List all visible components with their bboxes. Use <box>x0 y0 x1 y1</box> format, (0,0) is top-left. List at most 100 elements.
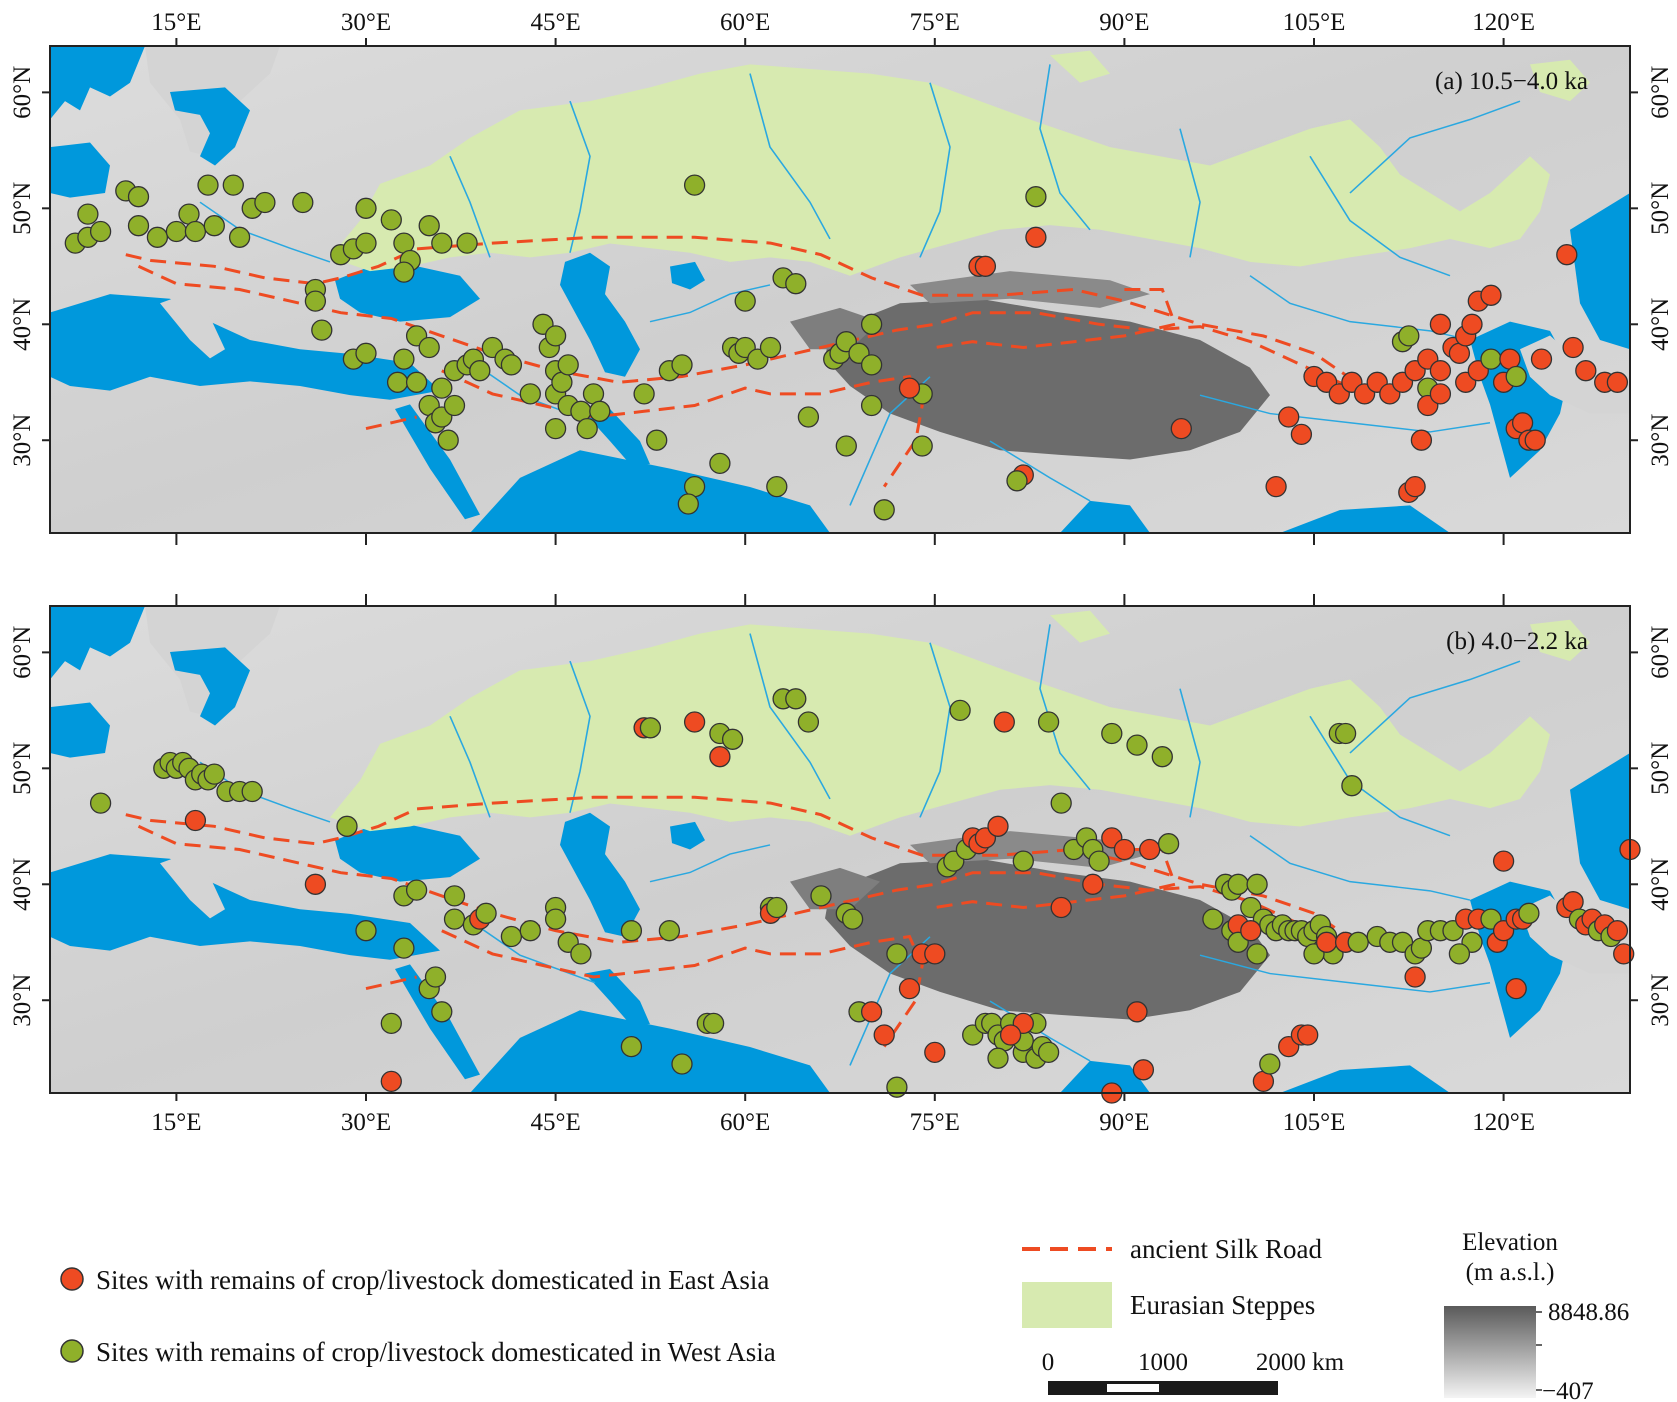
west-asia-site-marker <box>671 1053 693 1075</box>
east-asia-site-marker <box>1139 838 1161 861</box>
east-asia-site-marker <box>1429 313 1452 335</box>
panel-b-sites <box>89 688 1641 1104</box>
elevation-colorbar <box>1444 1306 1536 1398</box>
west-asia-site-marker <box>544 908 567 930</box>
east-asia-site-marker <box>993 711 1015 733</box>
west-asia-site-marker <box>1480 348 1502 370</box>
legend-silk-road-text: ancient Silk Road <box>1130 1234 1322 1264</box>
west-asia-site-marker <box>203 763 225 785</box>
west-asia-site-marker <box>355 920 377 942</box>
west-asia-site-marker <box>1088 850 1110 872</box>
west-asia-site-marker <box>709 452 731 475</box>
lat-tick-label-left: 30°N <box>9 414 36 467</box>
lat-tick-label-right: 30°N <box>1647 974 1674 1027</box>
lat-tick-label-left: 50°N <box>9 182 36 235</box>
west-asia-site-marker <box>797 711 820 733</box>
east-asia-site-marker <box>1297 1024 1319 1046</box>
east-asia-site-marker <box>683 711 706 733</box>
west-asia-site-marker <box>1341 775 1363 797</box>
west-asia-site-marker <box>1202 908 1224 930</box>
lat-tick-label-right: 40°N <box>1647 298 1674 351</box>
west-asia-site-marker <box>1505 365 1527 388</box>
elevation-legend: Elevation (m a.s.l.) 8848.86 −407 <box>1444 1229 1629 1402</box>
silk-road-segment <box>934 288 1177 350</box>
west-asia-site-marker <box>1025 186 1047 208</box>
west-asia-site-marker <box>77 203 99 225</box>
west-asia-site-marker <box>1246 943 1268 965</box>
east-asia-site-marker <box>1265 475 1287 498</box>
west-asia-site-marker <box>633 383 655 405</box>
lon-tick-label-bottom: 120°E <box>1472 1109 1535 1136</box>
west-asia-site-marker <box>576 417 598 440</box>
lat-tick-label-left: 60°N <box>9 66 36 119</box>
scale-label-2000: 2000 km <box>1256 1349 1345 1376</box>
east-asia-site-marker <box>1240 920 1262 942</box>
west-asia-site-marker <box>734 290 756 312</box>
west-asia-site-marker <box>1012 850 1034 872</box>
west-asia-site-marker <box>1246 873 1268 895</box>
west-asia-site-marker <box>443 394 466 417</box>
west-asia-site-marker <box>702 1012 725 1035</box>
panel-a-frame <box>49 45 1631 534</box>
east-asia-site-marker <box>184 809 207 832</box>
west-asia-site-marker <box>443 885 466 907</box>
west-asia-site-marker <box>500 925 523 948</box>
west-asia-site-marker <box>544 325 567 347</box>
lat-tick-label-right: 50°N <box>1647 742 1674 795</box>
legend-east-asia-text: Sites with remains of crop/livestock dom… <box>96 1265 769 1295</box>
east-asia-site-marker <box>1480 284 1502 306</box>
east-asia-site-marker <box>1290 423 1313 446</box>
map-axes: 15°E 15°E 30°E 30°E 45°E 45°E 60°E 60°E 75°E 75°E… <box>9 9 1674 1136</box>
lat-tick-label-left: 40°N <box>9 858 36 911</box>
west-asia-site-marker <box>1448 943 1471 965</box>
west-asia-site-marker <box>671 354 693 376</box>
west-asia-site-marker <box>405 879 428 901</box>
east-asia-site-marker <box>1606 371 1629 393</box>
west-asia-site-marker <box>184 220 207 243</box>
west-asia-site-marker <box>519 383 541 405</box>
west-asia-site-marker <box>165 220 188 243</box>
west-asia-site-marker <box>500 354 523 376</box>
east-asia-site-marker <box>924 1041 946 1064</box>
legend-west-asia-text: Sites with remains of crop/livestock dom… <box>96 1337 776 1367</box>
elevation-min: −407 <box>1542 1378 1594 1402</box>
lon-tick-label-bottom: 15°E <box>151 1109 201 1136</box>
scale-label-1000: 1000 <box>1138 1349 1188 1376</box>
west-asia-site-marker <box>987 1047 1009 1069</box>
east-asia-site-marker <box>709 746 731 768</box>
east-asia-site-marker <box>1492 850 1515 872</box>
lon-tick-label-bottom: 60°E <box>720 1109 770 1136</box>
west-asia-site-marker <box>759 336 782 359</box>
west-asia-site-marker <box>785 688 807 710</box>
east-asia-site-marker <box>1530 348 1553 370</box>
west-asia-site-marker <box>431 1001 453 1023</box>
west-asia-site-marker <box>841 908 864 930</box>
legend-sites: Sites with remains of crop/livestock dom… <box>60 1265 776 1367</box>
west-asia-site-marker <box>355 197 377 219</box>
west-asia-site-marker <box>860 394 883 417</box>
west-asia-site-marker <box>380 1012 402 1035</box>
west-asia-site-marker <box>886 943 908 965</box>
panel-b-frame <box>49 605 1631 1094</box>
west-asia-site-marker <box>380 209 402 231</box>
west-asia-site-marker <box>418 215 440 237</box>
west-asia-site-marker <box>292 191 314 214</box>
east-asia-site-marker <box>1613 943 1635 965</box>
lon-tick-label-bottom: 105°E <box>1283 1109 1346 1136</box>
east-asia-site-marker <box>873 1024 895 1046</box>
west-asia-site-marker <box>1347 931 1369 953</box>
west-asia-site-marker <box>873 499 895 521</box>
east-asia-site-marker <box>1410 429 1433 451</box>
west-asia-site-marker <box>797 406 820 428</box>
east-asia-site-marker <box>1113 838 1136 861</box>
west-asia-site-marker <box>1050 792 1072 814</box>
west-asia-site-marker <box>355 342 377 364</box>
west-asia-site-marker <box>519 920 541 942</box>
west-asia-site-marker <box>646 429 668 451</box>
west-asia-site-marker <box>766 475 788 498</box>
west-asia-site-marker <box>766 896 788 919</box>
west-asia-site-marker <box>127 215 150 237</box>
lat-tick-label-left: 60°N <box>9 626 36 679</box>
lon-tick-label-top: 90°E <box>1099 9 1149 36</box>
